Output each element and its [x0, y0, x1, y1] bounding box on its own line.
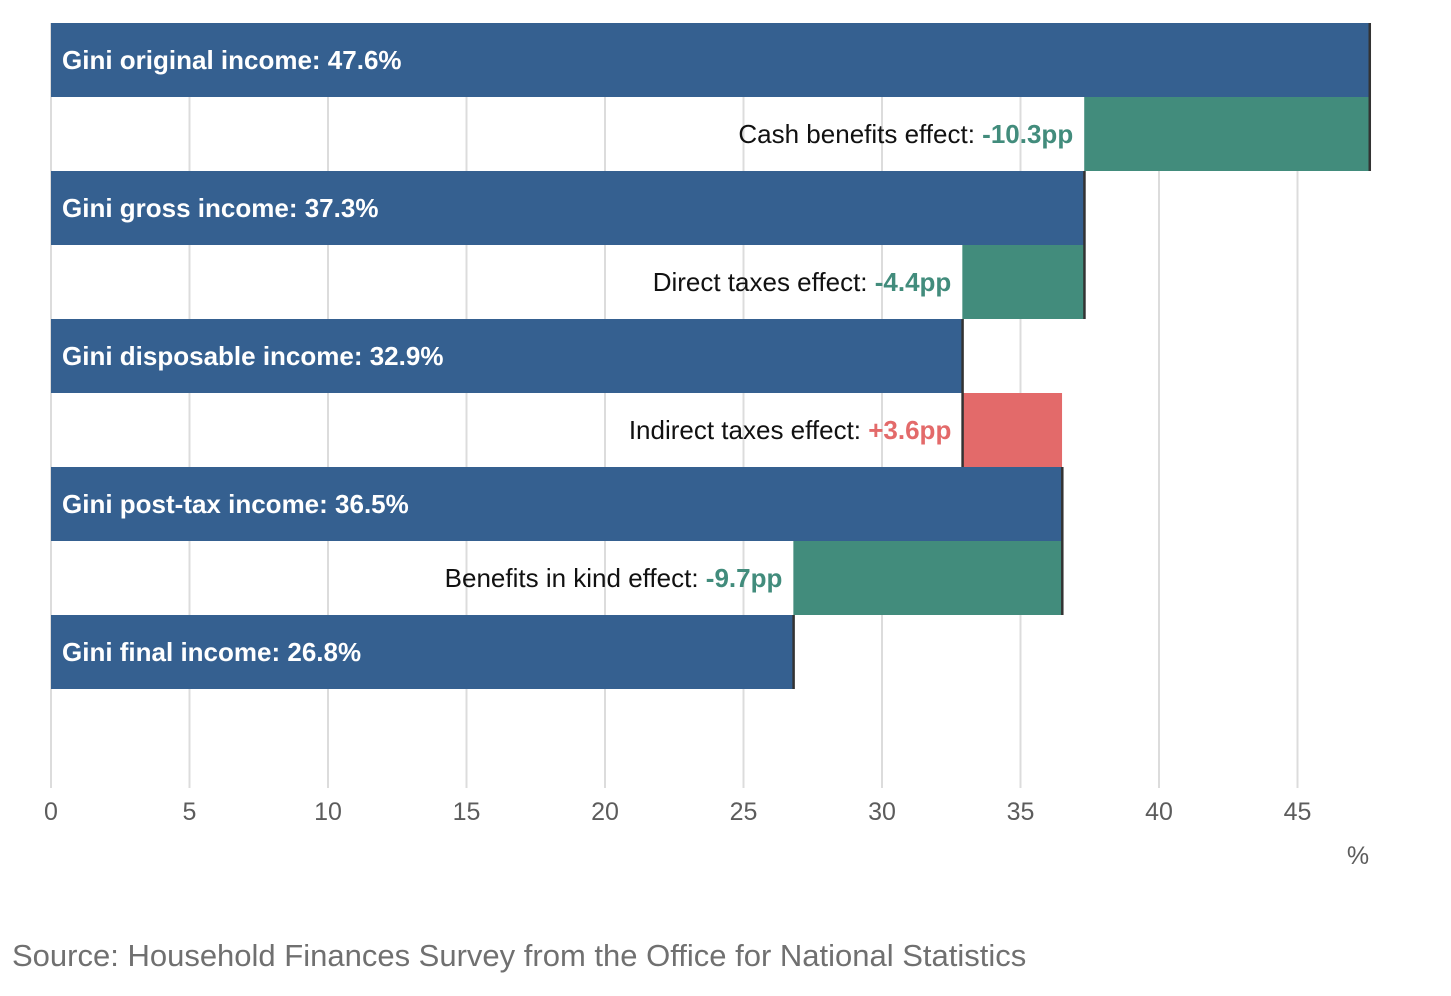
effect-connector-direct-taxes-effect [1083, 245, 1086, 319]
bar-end-gini-disposable-income [961, 319, 964, 393]
effect-label-benefits-in-kind-effect: Benefits in kind effect: -9.7pp [445, 563, 783, 593]
bar-label-gini-original-income: Gini original income: 47.6% [62, 45, 402, 75]
bar-labels: Gini original income: 47.6% Cash benefits… [62, 45, 1073, 667]
bar-label-gini-post-tax-income: Gini post-tax income: 36.5% [62, 489, 409, 519]
effect-connector-cash-benefits-effect [1368, 97, 1372, 171]
x-tick-label-20: 20 [591, 798, 619, 826]
bar-label-gini-gross-income: Gini gross income: 37.3% [62, 193, 378, 223]
effect-label-indirect-taxes-effect: Indirect taxes effect: +3.6pp [629, 415, 952, 445]
effect-label-direct-taxes-effect: Direct taxes effect: -4.4pp [653, 267, 952, 297]
effect-name-benefits-in-kind-effect: Benefits in kind effect: [445, 563, 706, 593]
effect-value-indirect-taxes-effect: +3.6pp [868, 415, 951, 445]
effect-connector-benefits-in-kind-effect [1061, 541, 1064, 615]
effect-value-benefits-in-kind-effect: -9.7pp [706, 563, 783, 593]
x-tick-label-0: 0 [44, 798, 58, 826]
bar-gini-original-income [51, 23, 1370, 97]
bar-end-gini-gross-income [1083, 171, 1086, 245]
effect-name-cash-benefits-effect: Cash benefits effect: [738, 119, 982, 149]
bar-gini-post-tax-income [51, 467, 1063, 541]
x-tick-label-45: 45 [1284, 798, 1312, 826]
x-tick-label-5: 5 [183, 798, 197, 826]
bars [51, 23, 1372, 689]
effect-connector-indirect-taxes-effect [961, 393, 964, 467]
x-tick-label-15: 15 [453, 798, 481, 826]
effect-value-cash-benefits-effect: -10.3pp [982, 119, 1073, 149]
effect-bar-indirect-taxes-effect [962, 393, 1063, 467]
effect-label-cash-benefits-effect: Cash benefits effect: -10.3pp [738, 119, 1073, 149]
bar-end-gini-original-income [1368, 23, 1372, 97]
x-axis: 0 5 10 15 20 25 30 35 40 45% [44, 798, 1369, 870]
effect-bar-cash-benefits-effect [1084, 97, 1370, 171]
x-tick-label-10: 10 [314, 798, 342, 826]
bar-gini-disposable-income [51, 319, 963, 393]
bar-label-gini-final-income: Gini final income: 26.8% [62, 637, 361, 667]
source-note: Source: Household Finances Survey from t… [12, 938, 1027, 973]
bar-end-gini-post-tax-income [1061, 467, 1064, 541]
x-tick-label-30: 30 [868, 798, 896, 826]
bar-label-gini-disposable-income: Gini disposable income: 32.9% [62, 341, 443, 371]
x-axis-unit: % [1347, 842, 1369, 870]
x-tick-label-35: 35 [1007, 798, 1035, 826]
effect-name-direct-taxes-effect: Direct taxes effect: [653, 267, 875, 297]
bar-gini-gross-income [51, 171, 1085, 245]
effect-bar-direct-taxes-effect [962, 245, 1085, 319]
x-tick-label-40: 40 [1145, 798, 1173, 826]
effect-value-direct-taxes-effect: -4.4pp [875, 267, 952, 297]
effect-name-indirect-taxes-effect: Indirect taxes effect: [629, 415, 868, 445]
bar-gini-final-income [51, 615, 794, 689]
gridlines [50, 23, 1299, 788]
x-tick-label-25: 25 [730, 798, 758, 826]
bar-end-gini-final-income [792, 615, 795, 689]
effect-bar-benefits-in-kind-effect [793, 541, 1063, 615]
